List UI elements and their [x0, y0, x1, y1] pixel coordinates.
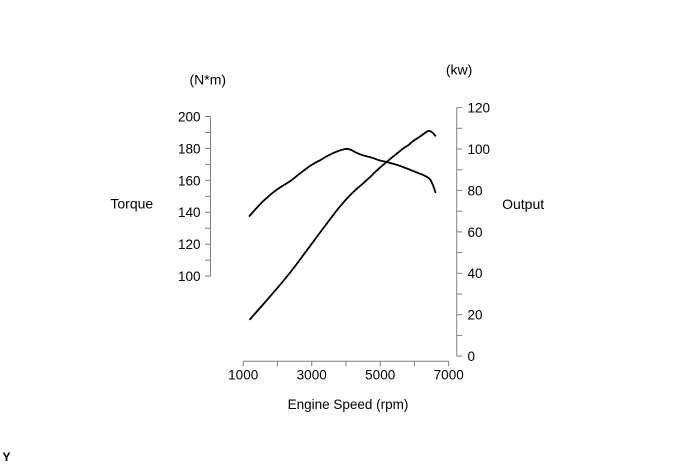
svg-text:160: 160: [178, 173, 201, 188]
svg-text:0: 0: [468, 349, 476, 364]
svg-text:40: 40: [468, 266, 483, 281]
svg-text:(kw): (kw): [446, 61, 472, 77]
svg-text:5000: 5000: [365, 368, 395, 383]
svg-text:(N*m): (N*m): [190, 71, 227, 87]
svg-text:80: 80: [468, 183, 483, 198]
svg-text:60: 60: [468, 225, 483, 240]
svg-text:Torque: Torque: [110, 196, 153, 212]
svg-text:100: 100: [468, 142, 491, 157]
svg-text:20: 20: [468, 308, 483, 323]
svg-text:100: 100: [178, 269, 201, 284]
svg-text:Output: Output: [502, 196, 544, 212]
svg-text:180: 180: [178, 141, 201, 156]
svg-text:3000: 3000: [297, 368, 327, 383]
svg-text:200: 200: [178, 109, 201, 124]
svg-text:120: 120: [178, 237, 201, 252]
svg-text:Y: Y: [3, 450, 11, 464]
svg-text:140: 140: [178, 205, 201, 220]
svg-text:120: 120: [468, 101, 491, 116]
svg-text:7000: 7000: [434, 368, 464, 383]
svg-text:Engine Speed (rpm): Engine Speed (rpm): [288, 397, 409, 412]
svg-text:1000: 1000: [228, 368, 258, 383]
